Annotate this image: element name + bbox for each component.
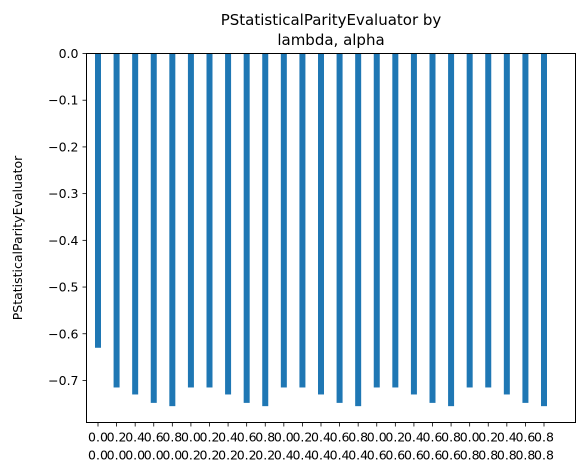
bar-19 xyxy=(448,53,455,407)
x-tick-label-top-5: 0.0 xyxy=(181,430,201,445)
bar-15 xyxy=(373,53,380,388)
bar-21 xyxy=(485,53,492,388)
x-tick-label-top-1: 0.2 xyxy=(107,430,127,445)
x-tick-label-bottom-13: 0.4 xyxy=(330,448,350,463)
x-tick-label-bottom-22: 0.8 xyxy=(497,448,517,463)
x-tick-label-bottom-7: 0.2 xyxy=(218,448,238,463)
x-tick-label-top-14: 0.8 xyxy=(348,430,368,445)
bar-7 xyxy=(225,53,232,395)
x-tick-label-bottom-21: 0.8 xyxy=(478,448,498,463)
x-tick-label-bottom-15: 0.6 xyxy=(367,448,387,463)
x-tick-label-top-11: 0.2 xyxy=(292,430,312,445)
bar-12 xyxy=(318,53,324,395)
bar-2 xyxy=(132,53,139,395)
x-tick-label-bottom-10: 0.4 xyxy=(274,448,294,463)
x-tick-label-top-9: 0.8 xyxy=(255,430,275,445)
x-tick-label-top-12: 0.4 xyxy=(311,430,331,445)
x-tick-label-top-19: 0.8 xyxy=(441,430,461,445)
bar-11 xyxy=(299,53,306,388)
bar-1 xyxy=(113,53,120,388)
x-tick-label-bottom-23: 0.8 xyxy=(515,448,535,463)
bar-4 xyxy=(169,53,176,407)
bar-6 xyxy=(206,53,213,388)
bar-18 xyxy=(429,53,436,403)
x-tick-label-bottom-5: 0.2 xyxy=(181,448,201,463)
x-tick-label-bottom-1: 0.0 xyxy=(107,448,127,463)
x-tick-label-bottom-19: 0.6 xyxy=(441,448,461,463)
bar-10 xyxy=(280,53,287,388)
bar-22 xyxy=(503,53,510,395)
y-tick-label-1: −0.1 xyxy=(48,93,78,108)
x-tick-label-bottom-18: 0.6 xyxy=(423,448,443,463)
x-tick-label-top-17: 0.4 xyxy=(404,430,424,445)
chart-title-line-1: PStatisticalParityEvaluator by xyxy=(221,11,442,29)
x-tick-label-bottom-24: 0.8 xyxy=(534,448,554,463)
x-tick-label-top-0: 0.0 xyxy=(88,430,108,445)
x-tick-label-top-15: 0.0 xyxy=(367,430,387,445)
y-tick-label-2: −0.2 xyxy=(48,139,78,154)
x-tick-label-top-24: 0.8 xyxy=(534,430,554,445)
bar-17 xyxy=(410,53,417,395)
bar-9 xyxy=(262,53,269,407)
bar-20 xyxy=(466,53,473,388)
x-tick-label-top-2: 0.4 xyxy=(125,430,145,445)
chart-title-line-2: lambda, alpha xyxy=(277,31,384,49)
y-tick-label-7: −0.7 xyxy=(48,373,78,388)
x-tick-label-bottom-14: 0.4 xyxy=(348,448,368,463)
bar-3 xyxy=(150,53,157,403)
y-tick-label-3: −0.3 xyxy=(48,186,78,201)
x-tick-label-top-3: 0.6 xyxy=(144,430,164,445)
x-tick-label-bottom-6: 0.2 xyxy=(200,448,220,463)
x-tick-label-top-7: 0.4 xyxy=(218,430,238,445)
y-tick-label-0: 0.0 xyxy=(59,46,79,61)
x-tick-label-bottom-20: 0.8 xyxy=(460,448,480,463)
x-tick-label-bottom-17: 0.6 xyxy=(404,448,424,463)
x-tick-label-bottom-8: 0.2 xyxy=(237,448,257,463)
bars-group xyxy=(95,53,547,407)
bar-24 xyxy=(541,53,547,407)
x-tick-label-top-10: 0.0 xyxy=(274,430,294,445)
x-axis: 0.00.00.20.00.40.00.60.00.80.00.00.20.20… xyxy=(88,422,554,463)
y-axis-label: PStatisticalParityEvaluator xyxy=(10,155,25,320)
x-tick-label-top-23: 0.6 xyxy=(515,430,535,445)
x-tick-label-top-22: 0.4 xyxy=(497,430,517,445)
x-tick-label-top-21: 0.2 xyxy=(478,430,498,445)
x-tick-label-top-13: 0.6 xyxy=(330,430,350,445)
bar-5 xyxy=(187,53,194,388)
plot-frame xyxy=(86,53,576,423)
x-tick-label-top-6: 0.2 xyxy=(200,430,220,445)
x-tick-label-bottom-3: 0.0 xyxy=(144,448,164,463)
bar-0 xyxy=(95,53,101,348)
y-tick-label-6: −0.6 xyxy=(48,326,78,341)
x-tick-label-top-4: 0.8 xyxy=(162,430,182,445)
x-tick-label-top-20: 0.0 xyxy=(460,430,480,445)
y-tick-label-4: −0.4 xyxy=(48,233,78,248)
x-tick-label-bottom-16: 0.6 xyxy=(385,448,405,463)
x-tick-label-bottom-4: 0.0 xyxy=(162,448,182,463)
x-tick-label-bottom-11: 0.4 xyxy=(292,448,312,463)
bar-8 xyxy=(243,53,250,403)
x-tick-label-bottom-12: 0.4 xyxy=(311,448,331,463)
x-tick-label-top-8: 0.6 xyxy=(237,430,257,445)
x-tick-label-bottom-2: 0.0 xyxy=(125,448,145,463)
x-tick-label-top-16: 0.2 xyxy=(385,430,405,445)
x-tick-label-top-18: 0.6 xyxy=(423,430,443,445)
x-tick-label-bottom-0: 0.0 xyxy=(88,448,108,463)
x-tick-label-bottom-9: 0.2 xyxy=(255,448,275,463)
y-tick-label-5: −0.5 xyxy=(48,280,78,295)
bar-13 xyxy=(336,53,343,403)
bar-16 xyxy=(392,53,399,388)
bar-14 xyxy=(355,53,362,407)
y-axis: 0.0 −0.1 −0.2 −0.3 −0.4 −0.5 −0.6 −0.7 xyxy=(48,46,87,388)
bar-23 xyxy=(522,53,529,403)
